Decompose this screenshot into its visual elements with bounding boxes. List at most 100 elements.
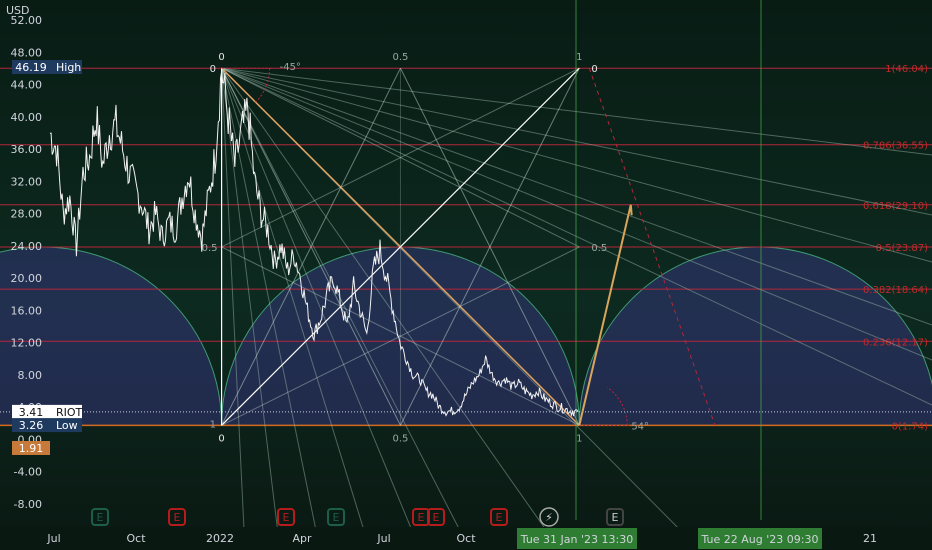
y-tick-label: 52.00 — [11, 14, 43, 27]
y-tick-label: 20.00 — [11, 272, 43, 285]
fib-level-label: 0.786(36.55) — [863, 141, 928, 152]
earnings-marker — [277, 508, 295, 526]
earnings-marker — [427, 508, 445, 526]
fib-level-label: 0.382(18.64) — [863, 285, 928, 296]
y-tick-label: 44.00 — [11, 79, 43, 92]
dividend-marker-label: ⚡ — [545, 511, 553, 524]
earnings-marker — [606, 508, 624, 526]
gann-label: 0 — [210, 64, 216, 75]
y-tick-label: 24.00 — [11, 240, 43, 253]
gann-fan-line — [221, 67, 932, 406]
earnings-marker-label: E — [433, 511, 440, 524]
price-badge — [12, 440, 50, 455]
event-markers[interactable]: E E E E E E E ⚡ E — [91, 507, 624, 527]
y-tick-label: 8.00 — [18, 369, 43, 382]
gann-diagonal — [221, 67, 580, 248]
gann-label: 0 — [218, 52, 224, 63]
gann-diagonal — [221, 246, 580, 426]
gann-fan-line — [221, 67, 932, 263]
x-tick-label: Oct — [456, 532, 476, 545]
earnings-marker — [168, 508, 186, 526]
gann-label: 1 — [576, 52, 582, 63]
earnings-marker-label: E — [496, 511, 503, 524]
gann-fan-line — [221, 67, 932, 156]
x-highlight-label: Tue 31 Jan '23 13:30 — [520, 533, 633, 546]
currency-label: USD — [6, 4, 30, 17]
price-badge-label: RIOT — [56, 406, 83, 419]
price-badge-value: 3.26 — [19, 419, 44, 432]
gann-diagonal — [221, 246, 580, 426]
x-tick-label: 21 — [863, 532, 877, 545]
earnings-marker-label: E — [283, 511, 290, 524]
gann-fan-line — [221, 67, 471, 550]
projection-line — [578, 204, 633, 426]
gann-label: 0 — [591, 64, 597, 75]
gann-fan-line — [221, 67, 932, 216]
price-badge-value: 3.41 — [19, 406, 44, 419]
earnings-marker-label: E — [418, 511, 425, 524]
gann-fan-line — [221, 67, 561, 550]
gann-label: 1 — [576, 433, 582, 444]
y-tick-label: 16.00 — [11, 304, 43, 317]
price-badge-tag — [50, 418, 82, 433]
gann-label: 0.5 — [393, 52, 409, 63]
x-axis[interactable]: Jul Oct 2022 Apr Jul Oct 21 Tue 31 Jan '23 13:3… — [0, 527, 932, 550]
earnings-marker-label: E — [612, 511, 619, 524]
gann-fan-line — [221, 68, 281, 550]
gann-arcs — [0, 246, 932, 426]
gann-label: 1 — [210, 419, 216, 430]
price-line — [49, 71, 579, 417]
gann-diagonal — [221, 67, 580, 426]
price-badge-label: High — [56, 61, 81, 74]
price-series — [0, 71, 932, 417]
earnings-marker-label: E — [174, 511, 181, 524]
gann-fan-line — [221, 68, 246, 550]
gann-fan-line — [221, 67, 932, 361]
price-badge-value: 46.19 — [15, 61, 47, 74]
gann-label: 0.5 — [393, 433, 409, 444]
gann-fan-line — [221, 67, 932, 326]
projection-path — [578, 204, 633, 426]
fib-level-label: 0.5(23.87) — [876, 243, 928, 254]
x-tick-label: Oct — [126, 532, 146, 545]
price-badge-value: 1.91 — [19, 442, 44, 455]
fib-levels: 1(46.04) 0.786(36.55) 0.618(29.10) 0.5(23.8… — [0, 64, 932, 432]
angle-label: 54° — [631, 421, 649, 432]
earnings-marker — [327, 508, 345, 526]
y-tick-label: 36.00 — [11, 143, 43, 156]
earnings-marker — [490, 508, 508, 526]
x-highlight-label: Tue 22 Aug '23 09:30 — [701, 533, 819, 546]
price-badge-tag — [50, 404, 82, 419]
price-badge — [12, 404, 50, 419]
price-badge-tag — [50, 59, 82, 74]
earnings-marker-label: E — [333, 511, 340, 524]
gann-dashed-line — [588, 68, 716, 426]
price-badge — [12, 59, 50, 74]
gann-label: 0.5 — [591, 243, 607, 254]
x-tick-label: Jul — [46, 532, 60, 545]
y-tick-label: -8.00 — [14, 498, 42, 511]
angle-label: -45° — [280, 62, 301, 73]
dividend-marker — [539, 507, 559, 527]
x-tick-label: 2022 — [206, 532, 234, 545]
x-highlight-box — [517, 528, 637, 549]
x-tick-label: Jul — [376, 532, 390, 545]
gann-diagonal — [400, 67, 580, 426]
gann-fan-lines — [221, 67, 932, 550]
y-tick-label: 48.00 — [11, 46, 43, 59]
earnings-marker-label: E — [97, 511, 104, 524]
fib-level-label: 1(46.04) — [885, 64, 928, 75]
y-tick-label: 28.00 — [11, 208, 43, 221]
gann-diagonal — [221, 67, 580, 248]
gann-diagonal — [221, 67, 401, 426]
x-tick-label: Apr — [292, 532, 312, 545]
y-tick-label: -4.00 — [14, 466, 42, 479]
price-badge-label: Low — [56, 419, 78, 432]
fib-level-label: 0.618(29.10) — [863, 201, 928, 212]
y-tick-label: 12.00 — [11, 337, 43, 350]
fib-level-label: 0.236(12.17) — [863, 337, 928, 348]
y-tick-label: 40.00 — [11, 111, 43, 124]
y-tick-label: 32.00 — [11, 175, 43, 188]
price-badge — [12, 418, 50, 433]
